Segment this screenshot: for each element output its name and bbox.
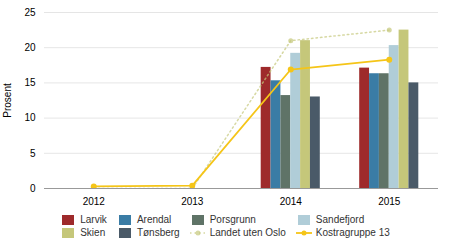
html-text:Kostragruppe 13: Kostragruppe 13 <box>315 227 390 238</box>
svg-text:2015: 2015 <box>378 196 401 207</box>
svg-text:2014: 2014 <box>280 196 303 207</box>
svg-text:2013: 2013 <box>181 196 204 207</box>
svg-text:15: 15 <box>24 77 36 88</box>
html-text:Skien: Skien <box>80 227 106 238</box>
html-text:Landet uten Oslo: Landet uten Oslo <box>209 227 286 238</box>
html-text:Arendal: Arendal <box>136 214 172 225</box>
html-text:Larvik: Larvik <box>80 214 107 225</box>
svg-text:5: 5 <box>30 148 36 159</box>
svg-text:25: 25 <box>24 7 36 18</box>
html-text:Sandefjord: Sandefjord <box>315 214 365 225</box>
html-text:Tønsberg: Tønsberg <box>136 227 180 238</box>
svg-text:0: 0 <box>30 183 36 194</box>
svg-text:2012: 2012 <box>83 196 106 207</box>
html-text:Porsgrunn: Porsgrunn <box>209 214 256 225</box>
svg-text:Prosent: Prosent <box>2 83 13 118</box>
svg-text:10: 10 <box>24 112 36 123</box>
svg-text:20: 20 <box>24 42 36 53</box>
